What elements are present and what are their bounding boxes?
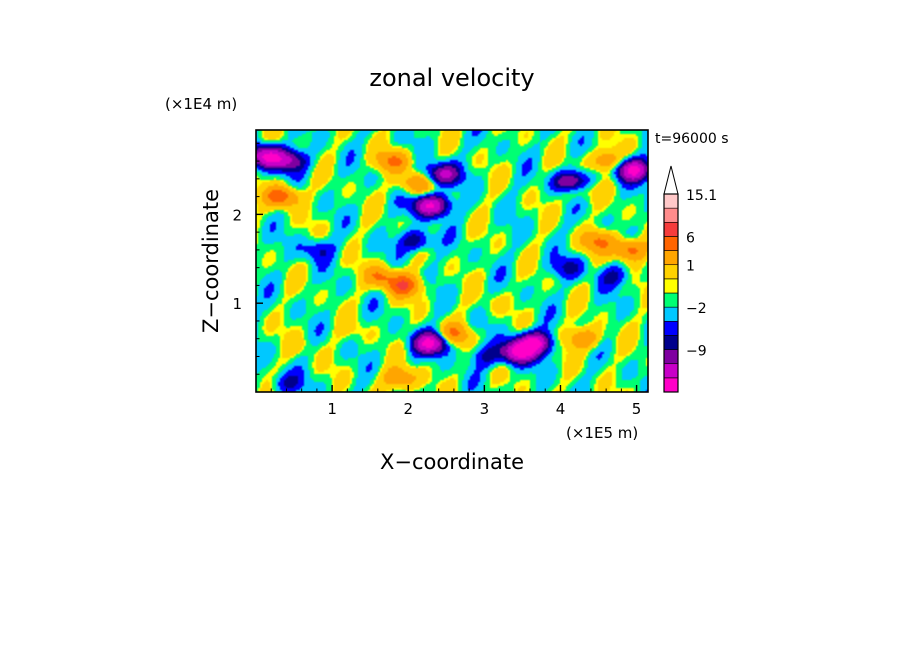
colorbar-swatch: [663, 221, 679, 237]
colorbar-swatch: [663, 363, 679, 379]
heatmap-image: [256, 130, 648, 392]
colorbar: −9 −2 1 6 15.1: [663, 165, 717, 393]
contour-field: [256, 130, 648, 392]
x-tick-label: 3: [480, 400, 490, 418]
colorbar-label: −2: [686, 301, 707, 317]
y-scale-label: (×1E4 m): [165, 95, 237, 113]
colorbar-swatch: [663, 193, 679, 209]
x-axis: 1 2 3 4 5: [270, 385, 642, 418]
x-scale-label: (×1E5 m): [566, 424, 638, 442]
x-tick-label: 1: [327, 400, 337, 418]
x-axis-label: X−coordinate: [380, 450, 524, 474]
colorbar-label: 1: [686, 259, 695, 275]
time-label: t=96000 s: [655, 131, 729, 147]
y-axis: 12: [232, 142, 263, 375]
y-tick-label: 2: [232, 206, 242, 224]
y-axis-label: Z−coordinate: [199, 189, 223, 333]
colorbar-swatch: [663, 264, 679, 280]
colorbar-label: −9: [686, 344, 707, 360]
colorbar-frame: [663, 193, 679, 393]
x-tick-label: 2: [403, 400, 413, 418]
colorbar-swatch: [663, 377, 679, 393]
colorbar-swatch: [663, 207, 679, 223]
chart-title: zonal velocity: [369, 64, 534, 92]
x-tick-label: 4: [556, 400, 566, 418]
colorbar-label: 6: [686, 230, 695, 246]
colorbar-swatch: [663, 250, 679, 266]
y-tick-label: 1: [232, 295, 242, 313]
colorbar-swatch: [663, 292, 679, 308]
x-tick-label: 5: [632, 400, 642, 418]
colorbar-swatch: [663, 320, 679, 336]
colorbar-swatch: [663, 236, 679, 251]
colorbar-swatch: [663, 349, 679, 365]
colorbar-label: 15.1: [686, 188, 717, 204]
plot-frame: [255, 129, 649, 393]
colorbar-swatch: [663, 335, 679, 350]
colorbar-swatch: [663, 278, 679, 294]
colorbar-swatch: [663, 306, 679, 322]
colorbar-overflow-triangle: [663, 165, 679, 195]
